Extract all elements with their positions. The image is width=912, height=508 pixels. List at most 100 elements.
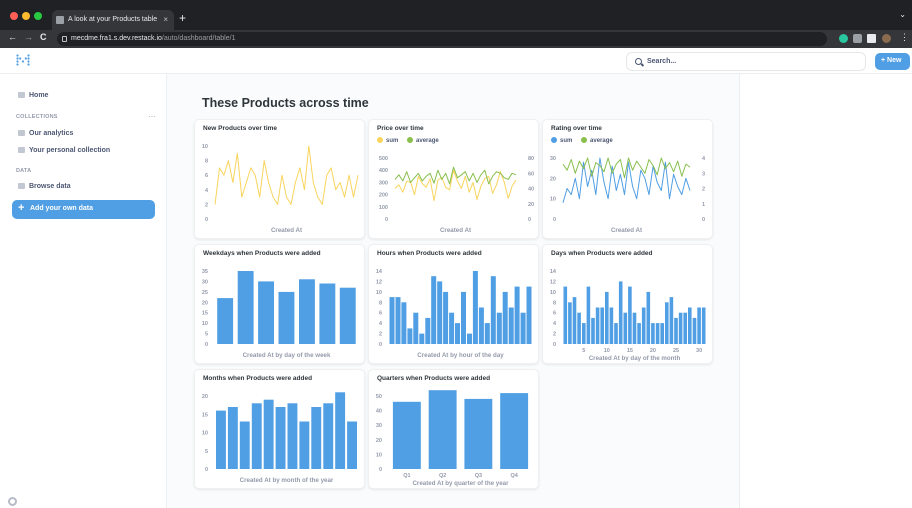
bar: [449, 312, 455, 344]
y2-tick-label: 0: [702, 217, 705, 223]
y-tick-label: 15: [202, 412, 208, 418]
y-tick-label: 300: [379, 180, 388, 186]
y-tick-label: 30: [202, 279, 208, 285]
x-tick-label: Q2: [439, 473, 446, 479]
card-title: Weekdays when Products were added: [203, 250, 321, 257]
y-tick-label: 10: [550, 197, 556, 203]
close-window-icon[interactable]: [10, 12, 18, 20]
legend-item[interactable]: sum: [377, 137, 399, 144]
y-tick-label: 4: [205, 188, 209, 194]
bar: [275, 407, 286, 469]
tab-close-icon[interactable]: ×: [163, 15, 168, 24]
card-rating[interactable]: Rating over time sum average 0 10 20 30 0 1 2 3…: [542, 119, 713, 239]
bar: [395, 297, 401, 344]
chart: 0 2 4 6 8 10 Created At: [202, 144, 359, 234]
bar: [339, 287, 356, 344]
bar: [464, 398, 493, 469]
home-icon: [18, 92, 25, 98]
bar: [443, 291, 449, 344]
reload-icon[interactable]: C: [40, 32, 47, 42]
legend-item[interactable]: average: [581, 137, 613, 144]
card-hours[interactable]: Hours when Products were added 0 2 4 6 8 10 12…: [368, 244, 539, 364]
puzzle-icon[interactable]: [853, 34, 862, 43]
add-data-button[interactable]: + Add your own data: [12, 200, 155, 219]
legend-item[interactable]: average: [407, 137, 439, 144]
y2-tick-label: 80: [528, 156, 534, 162]
x-axis-label: Created At: [271, 227, 302, 234]
profile-avatar[interactable]: [882, 34, 891, 43]
back-icon[interactable]: ←: [8, 32, 17, 42]
legend-label: sum: [386, 138, 399, 144]
bar: [514, 286, 520, 344]
card-new-products[interactable]: New Products over time 0 2 4 6 8 10 Created At: [194, 119, 365, 239]
y-tick-label: 14: [376, 269, 383, 275]
x-axis-label: Created At: [611, 227, 642, 234]
sidebar-item-our-analytics[interactable]: Our analytics: [18, 130, 73, 137]
card-days[interactable]: Days when Products were added 0 2 4 6 8 10 12 1…: [542, 244, 713, 364]
card-title: Price over time: [377, 125, 424, 132]
new-tab-button[interactable]: +: [179, 11, 187, 25]
y-tick-label: 25: [202, 290, 208, 296]
y-tick-label: 0: [385, 217, 388, 223]
bar: [618, 281, 623, 344]
address-bar[interactable]: mecdme.fra1.s.dev.restack.io/auto/dashbo…: [57, 32, 827, 46]
bar: [216, 410, 226, 469]
right-panel: [739, 74, 912, 508]
browser-menu-icon[interactable]: ⋮: [900, 32, 909, 42]
y-tick-label: 15: [202, 311, 208, 317]
bar: [563, 286, 568, 344]
y-tick-label: 8: [205, 159, 208, 165]
browser-tab[interactable]: A look at your Products table ×: [52, 10, 174, 30]
forward-icon[interactable]: →: [24, 32, 33, 42]
card-quarters[interactable]: Quarters when Products were added 0 10 20 3…: [368, 369, 539, 489]
bar: [401, 302, 407, 344]
y-tick-label: 0: [379, 342, 382, 348]
x-axis-label: Created At: [440, 227, 471, 234]
gear-icon[interactable]: [8, 497, 17, 506]
card-months[interactable]: Months when Products were added 0 5 10 15 20…: [194, 369, 365, 489]
y-tick-label: 10: [550, 290, 556, 296]
bar: [692, 317, 697, 344]
y-tick-label: 5: [205, 449, 208, 455]
extension-icon[interactable]: [839, 34, 848, 43]
bar: [665, 302, 669, 344]
bar: [490, 276, 496, 344]
bar: [425, 317, 431, 344]
more-icon[interactable]: ···: [148, 112, 156, 121]
card-weekdays[interactable]: Weekdays when Products were added 0 5 10 15…: [194, 244, 365, 364]
series-line-average: [562, 157, 691, 179]
bar: [595, 307, 600, 344]
search-icon: [635, 58, 642, 65]
chart: 0 100 200 300 400 500 0 20 40 60 80 Created At: [379, 156, 534, 234]
sidebar-item-home[interactable]: Home: [18, 92, 48, 99]
chart: 0 2 4 6 8 10 12 14 5 10 15 20 25 30 Created At by day …: [550, 269, 706, 362]
bar: [347, 421, 357, 469]
y2-tick-label: 60: [528, 171, 534, 177]
x-tick-label: 15: [627, 348, 633, 354]
y-tick-label: 8: [379, 300, 382, 306]
bar: [688, 307, 692, 344]
new-button[interactable]: + New: [875, 53, 910, 70]
y-tick-label: 200: [379, 193, 388, 199]
sidepanel-icon[interactable]: [867, 34, 876, 43]
y-tick-label: 0: [553, 342, 556, 348]
maximize-window-icon[interactable]: [34, 12, 42, 20]
minimize-window-icon[interactable]: [22, 12, 30, 20]
card-price[interactable]: Price over time sum average 0 100 200 300 40…: [368, 119, 539, 239]
bar: [299, 421, 310, 469]
lock-icon: [62, 36, 67, 42]
bar: [335, 392, 346, 469]
tab-search-icon[interactable]: ⌄: [899, 10, 906, 19]
sidebar-item-browse-data[interactable]: Browse data: [18, 183, 71, 190]
metabase-logo-icon[interactable]: [16, 54, 30, 66]
x-tick-label: 30: [696, 348, 702, 354]
bar: [623, 312, 628, 344]
x-tick-label: Q4: [510, 473, 518, 479]
search-input[interactable]: Search...: [626, 52, 866, 71]
sidebar-item-personal-collection[interactable]: Your personal collection: [18, 147, 110, 154]
bar: [461, 291, 466, 344]
y-tick-label: 10: [202, 144, 208, 150]
legend-item[interactable]: sum: [551, 137, 572, 144]
series-line-average: [394, 166, 517, 185]
